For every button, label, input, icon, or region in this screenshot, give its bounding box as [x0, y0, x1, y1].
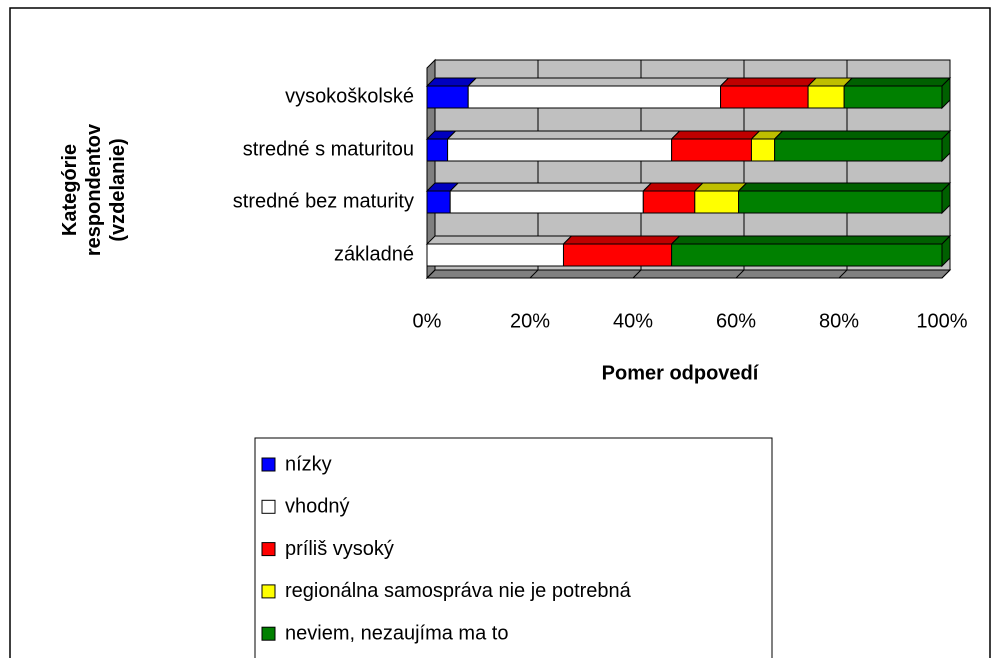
grid-line-floor — [632, 269, 642, 279]
bar-top — [448, 182, 653, 192]
y-tick-label: vysokoškolské — [285, 85, 414, 107]
bar-top — [842, 77, 952, 87]
bar-side — [941, 181, 951, 215]
y-tick-label: základné — [334, 243, 414, 265]
legend-swatch — [261, 626, 276, 641]
legend-label: neviem, nezaujíma ma to — [285, 622, 508, 644]
legend-swatch — [261, 457, 276, 472]
bar-front — [671, 243, 943, 267]
legend-label: regionálna samospráva nie je potrebná — [285, 580, 632, 602]
bar-segment — [842, 77, 952, 109]
bar-segment — [425, 235, 573, 267]
bar-top — [670, 235, 952, 245]
legend-label: vhodný — [285, 496, 350, 518]
bar-segment — [448, 182, 653, 214]
bar-front — [467, 85, 722, 109]
bar-front — [426, 243, 564, 267]
bar-front — [843, 85, 943, 109]
bar-top — [466, 77, 730, 87]
bar-front — [642, 190, 696, 214]
bar-segment — [446, 130, 681, 162]
bar-front — [671, 138, 752, 162]
bar-front — [774, 138, 943, 162]
bar-top — [562, 235, 681, 245]
bar-segment — [670, 235, 952, 267]
y-axis-title-line: respondentov — [83, 123, 105, 256]
x-tick-label: 0% — [413, 310, 442, 332]
y-axis-title-line: (vzdelanie) — [107, 138, 129, 241]
bar-segment — [719, 77, 818, 109]
y-axis-title: Kategórie respondentov (vzdelanie) — [59, 123, 129, 256]
bar-segment — [737, 182, 952, 214]
grid-line-floor — [426, 269, 436, 279]
legend-label: nízky — [285, 453, 332, 475]
x-tick-label: 100% — [916, 310, 967, 332]
bar-front — [447, 138, 673, 162]
x-axis-title: Pomer odpovedí — [602, 362, 760, 384]
bar-segment — [466, 77, 730, 109]
y-axis-title-line: Kategórie — [59, 144, 81, 236]
bar-top — [425, 235, 573, 245]
x-tick-label: 40% — [613, 310, 653, 332]
y-tick-label: stredné bez maturity — [233, 190, 414, 212]
bar-segment — [562, 235, 681, 267]
bar-side — [941, 76, 951, 110]
grid-line-floor — [941, 269, 951, 279]
floor — [425, 269, 952, 279]
bar-front — [738, 190, 943, 214]
bar-segment — [693, 182, 748, 214]
x-tick-label: 20% — [510, 310, 550, 332]
legend-swatch — [261, 584, 276, 599]
y-tick-label: stredné s maturitou — [243, 138, 414, 160]
bar-front — [562, 243, 673, 267]
bar-side — [941, 129, 951, 163]
bar-top — [773, 130, 952, 140]
grid-line-floor — [838, 269, 848, 279]
bar-top — [719, 77, 818, 87]
grid-line-floor — [735, 269, 745, 279]
grid-line-floor — [529, 269, 539, 279]
x-tick-label: 80% — [819, 310, 859, 332]
bar-top — [642, 182, 705, 192]
bar-segment — [642, 182, 705, 214]
bar-top — [737, 182, 952, 192]
legend-label: príliš vysoký — [285, 538, 394, 560]
bar-top — [446, 130, 681, 140]
bar-front — [750, 138, 776, 162]
bar-segment — [670, 130, 761, 162]
bar-segment — [773, 130, 952, 162]
bar-front — [426, 138, 449, 162]
bar-segment — [425, 130, 457, 162]
bar-top — [670, 130, 761, 140]
legend-swatch — [261, 542, 276, 557]
legend-swatch — [261, 499, 276, 514]
x-tick-label: 60% — [716, 310, 756, 332]
bar-front — [807, 85, 845, 109]
bar-side — [941, 234, 951, 268]
bar-front — [720, 85, 809, 109]
bar-front — [449, 190, 644, 214]
legend — [254, 437, 773, 658]
bar-front — [426, 85, 469, 109]
bar-front — [694, 190, 740, 214]
bar-front — [426, 190, 451, 214]
bar-top — [693, 182, 748, 192]
